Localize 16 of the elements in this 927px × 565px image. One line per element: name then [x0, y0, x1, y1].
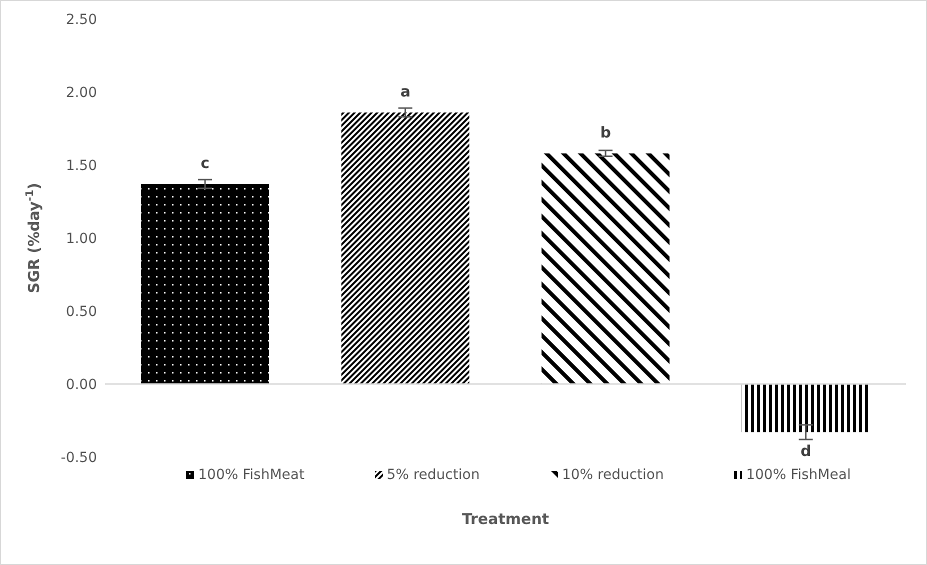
legend-label: 100% FishMeal	[745, 467, 851, 483]
y-tick-label: 1.00	[66, 230, 97, 247]
y-tick-label: 0.00	[66, 376, 97, 393]
legend-label: 10% reduction	[560, 467, 664, 483]
y-tick-label: 0.50	[66, 304, 97, 320]
x-axis-title: Treatment	[462, 510, 550, 528]
y-tick-label: 2.50	[66, 12, 97, 28]
annotation: d	[800, 442, 812, 460]
legend-label: 100% FishMeat	[197, 467, 304, 483]
y-tick-label: 2.00	[66, 84, 97, 101]
y-tick-label: -0.50	[60, 450, 97, 466]
annotation: c	[200, 154, 210, 172]
y-tick-label: 1.50	[66, 158, 97, 174]
legend-label: 5% reduction	[386, 467, 480, 483]
annotation: b	[600, 123, 612, 142]
annotation: a	[400, 82, 410, 100]
